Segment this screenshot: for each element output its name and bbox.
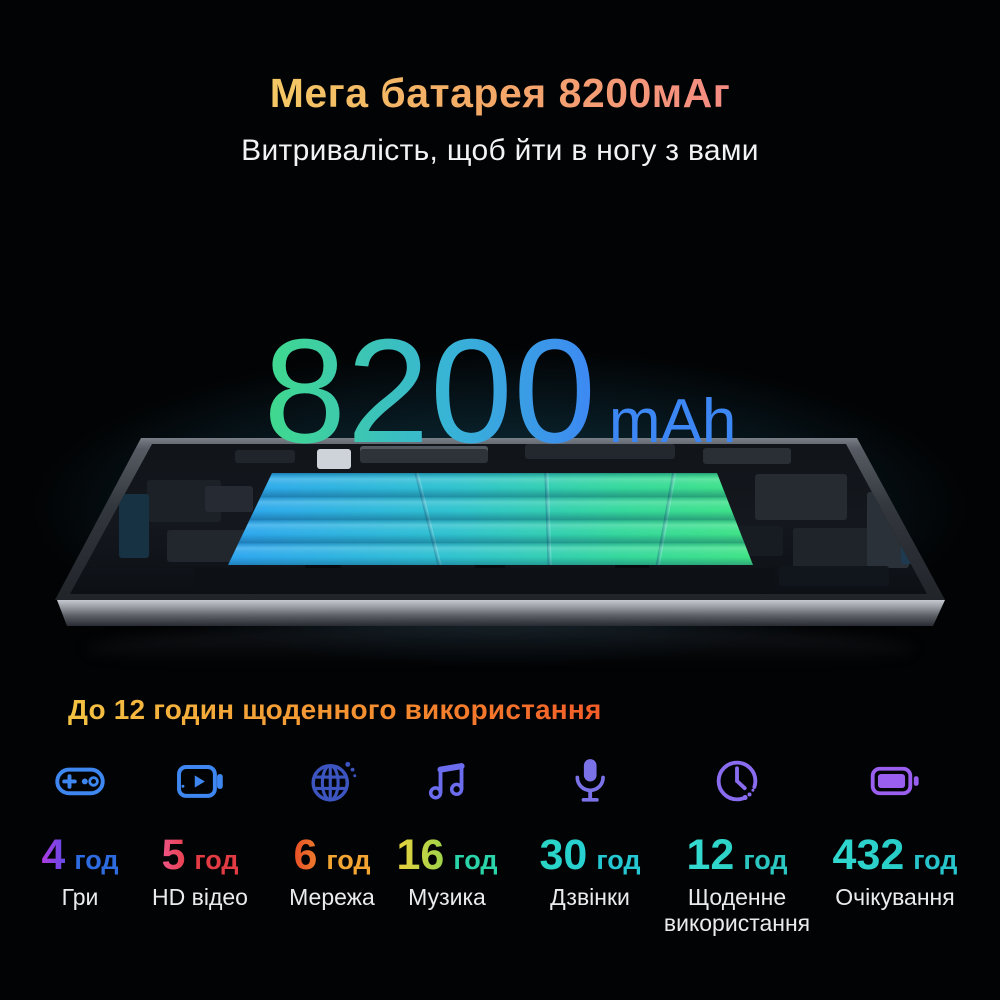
stat-standby: 432 год Очікування (822, 752, 968, 910)
stat-label: HD відео (152, 884, 248, 910)
page-subtitle: Витривалість, щоб йти в ногу з вами (241, 134, 759, 167)
stat-label: Гри (61, 884, 99, 910)
stat-hd-video: 5 год HD відео (135, 752, 265, 910)
stat-label: Музика (408, 884, 486, 910)
globe-icon (272, 752, 392, 810)
clock-icon (649, 752, 825, 810)
tablet-shadow (85, 626, 915, 672)
capacity-figure: 8200 mAh (0, 318, 1000, 466)
video-camera-icon (135, 752, 265, 810)
stat-value: 6 год (293, 831, 371, 879)
capacity-unit: mAh (608, 387, 737, 456)
tablet-frame (55, 438, 945, 600)
stat-label: Очікування (835, 884, 955, 910)
stat-label: Щоденне використання (663, 884, 811, 937)
stat-value: 16 год (396, 831, 498, 879)
stat-value: 432 год (832, 831, 958, 879)
floor-reflection-glow (140, 615, 860, 695)
stat-value: 5 год (161, 831, 239, 879)
microphone-icon (525, 752, 655, 810)
battery-cells (228, 473, 753, 565)
tablet-cavity (70, 444, 927, 594)
stat-label: Дзвінки (550, 884, 630, 910)
battery-icon (822, 752, 968, 810)
music-note-icon (387, 752, 507, 810)
stat-calls: 30 год Дзвінки (525, 752, 655, 910)
tablet-front-edge (57, 600, 945, 626)
stat-value: 12 год (686, 831, 788, 879)
gamepad-icon (20, 752, 140, 810)
capacity-value: 8200 (263, 309, 597, 474)
page-title: Мега батарея 8200мАг (0, 70, 1000, 117)
stat-value: 30 год (539, 831, 641, 879)
usage-heading: До 12 годин щоденного використання (68, 694, 602, 725)
stat-label: Мережа (289, 884, 375, 910)
stat-music: 16 год Музика (387, 752, 507, 910)
stat-value: 4 год (41, 831, 119, 879)
stat-daily-use: 12 год Щоденне використання (649, 752, 825, 937)
stat-games: 4 год Гри (20, 752, 140, 910)
stat-network: 6 год Мережа (272, 752, 392, 910)
tablet-internals-image (55, 428, 945, 678)
